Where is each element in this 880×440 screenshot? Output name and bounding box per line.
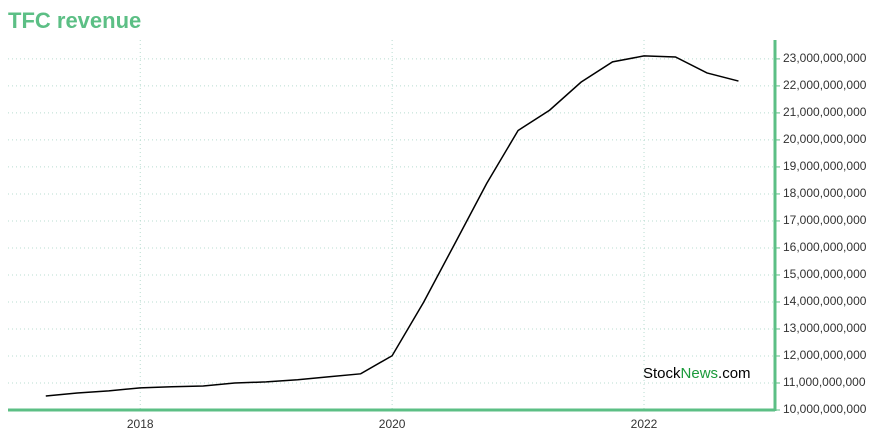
y-tick-label: 13,000,000,000 [783,321,867,335]
y-tick-label: 21,000,000,000 [783,105,867,119]
x-tick-label: 2020 [379,417,406,431]
chart-title: TFC revenue [8,8,141,33]
y-tick-label: 11,000,000,000 [783,375,866,389]
y-tick-label: 10,000,000,000 [783,402,867,416]
x-tick-label: 2022 [631,417,658,431]
line-series [45,55,739,397]
y-tick-label: 17,000,000,000 [783,213,867,227]
y-tick-label: 12,000,000,000 [783,348,867,362]
y-tick-label: 14,000,000,000 [783,294,867,308]
watermark: StockNews.com [643,365,751,382]
y-tick-label: 23,000,000,000 [783,51,867,65]
watermark-highlight: News [681,365,719,382]
y-tick-label: 19,000,000,000 [783,159,867,173]
y-tick-label: 18,000,000,000 [783,186,867,200]
watermark-suffix: .com [718,365,751,382]
x-tick-label: 2018 [127,417,154,431]
y-tick-label: 16,000,000,000 [783,240,867,254]
y-tick-label: 20,000,000,000 [783,132,867,146]
watermark-prefix: Stock [643,365,681,382]
y-tick-label: 15,000,000,000 [783,267,867,281]
y-tick-label: 22,000,000,000 [783,78,867,92]
